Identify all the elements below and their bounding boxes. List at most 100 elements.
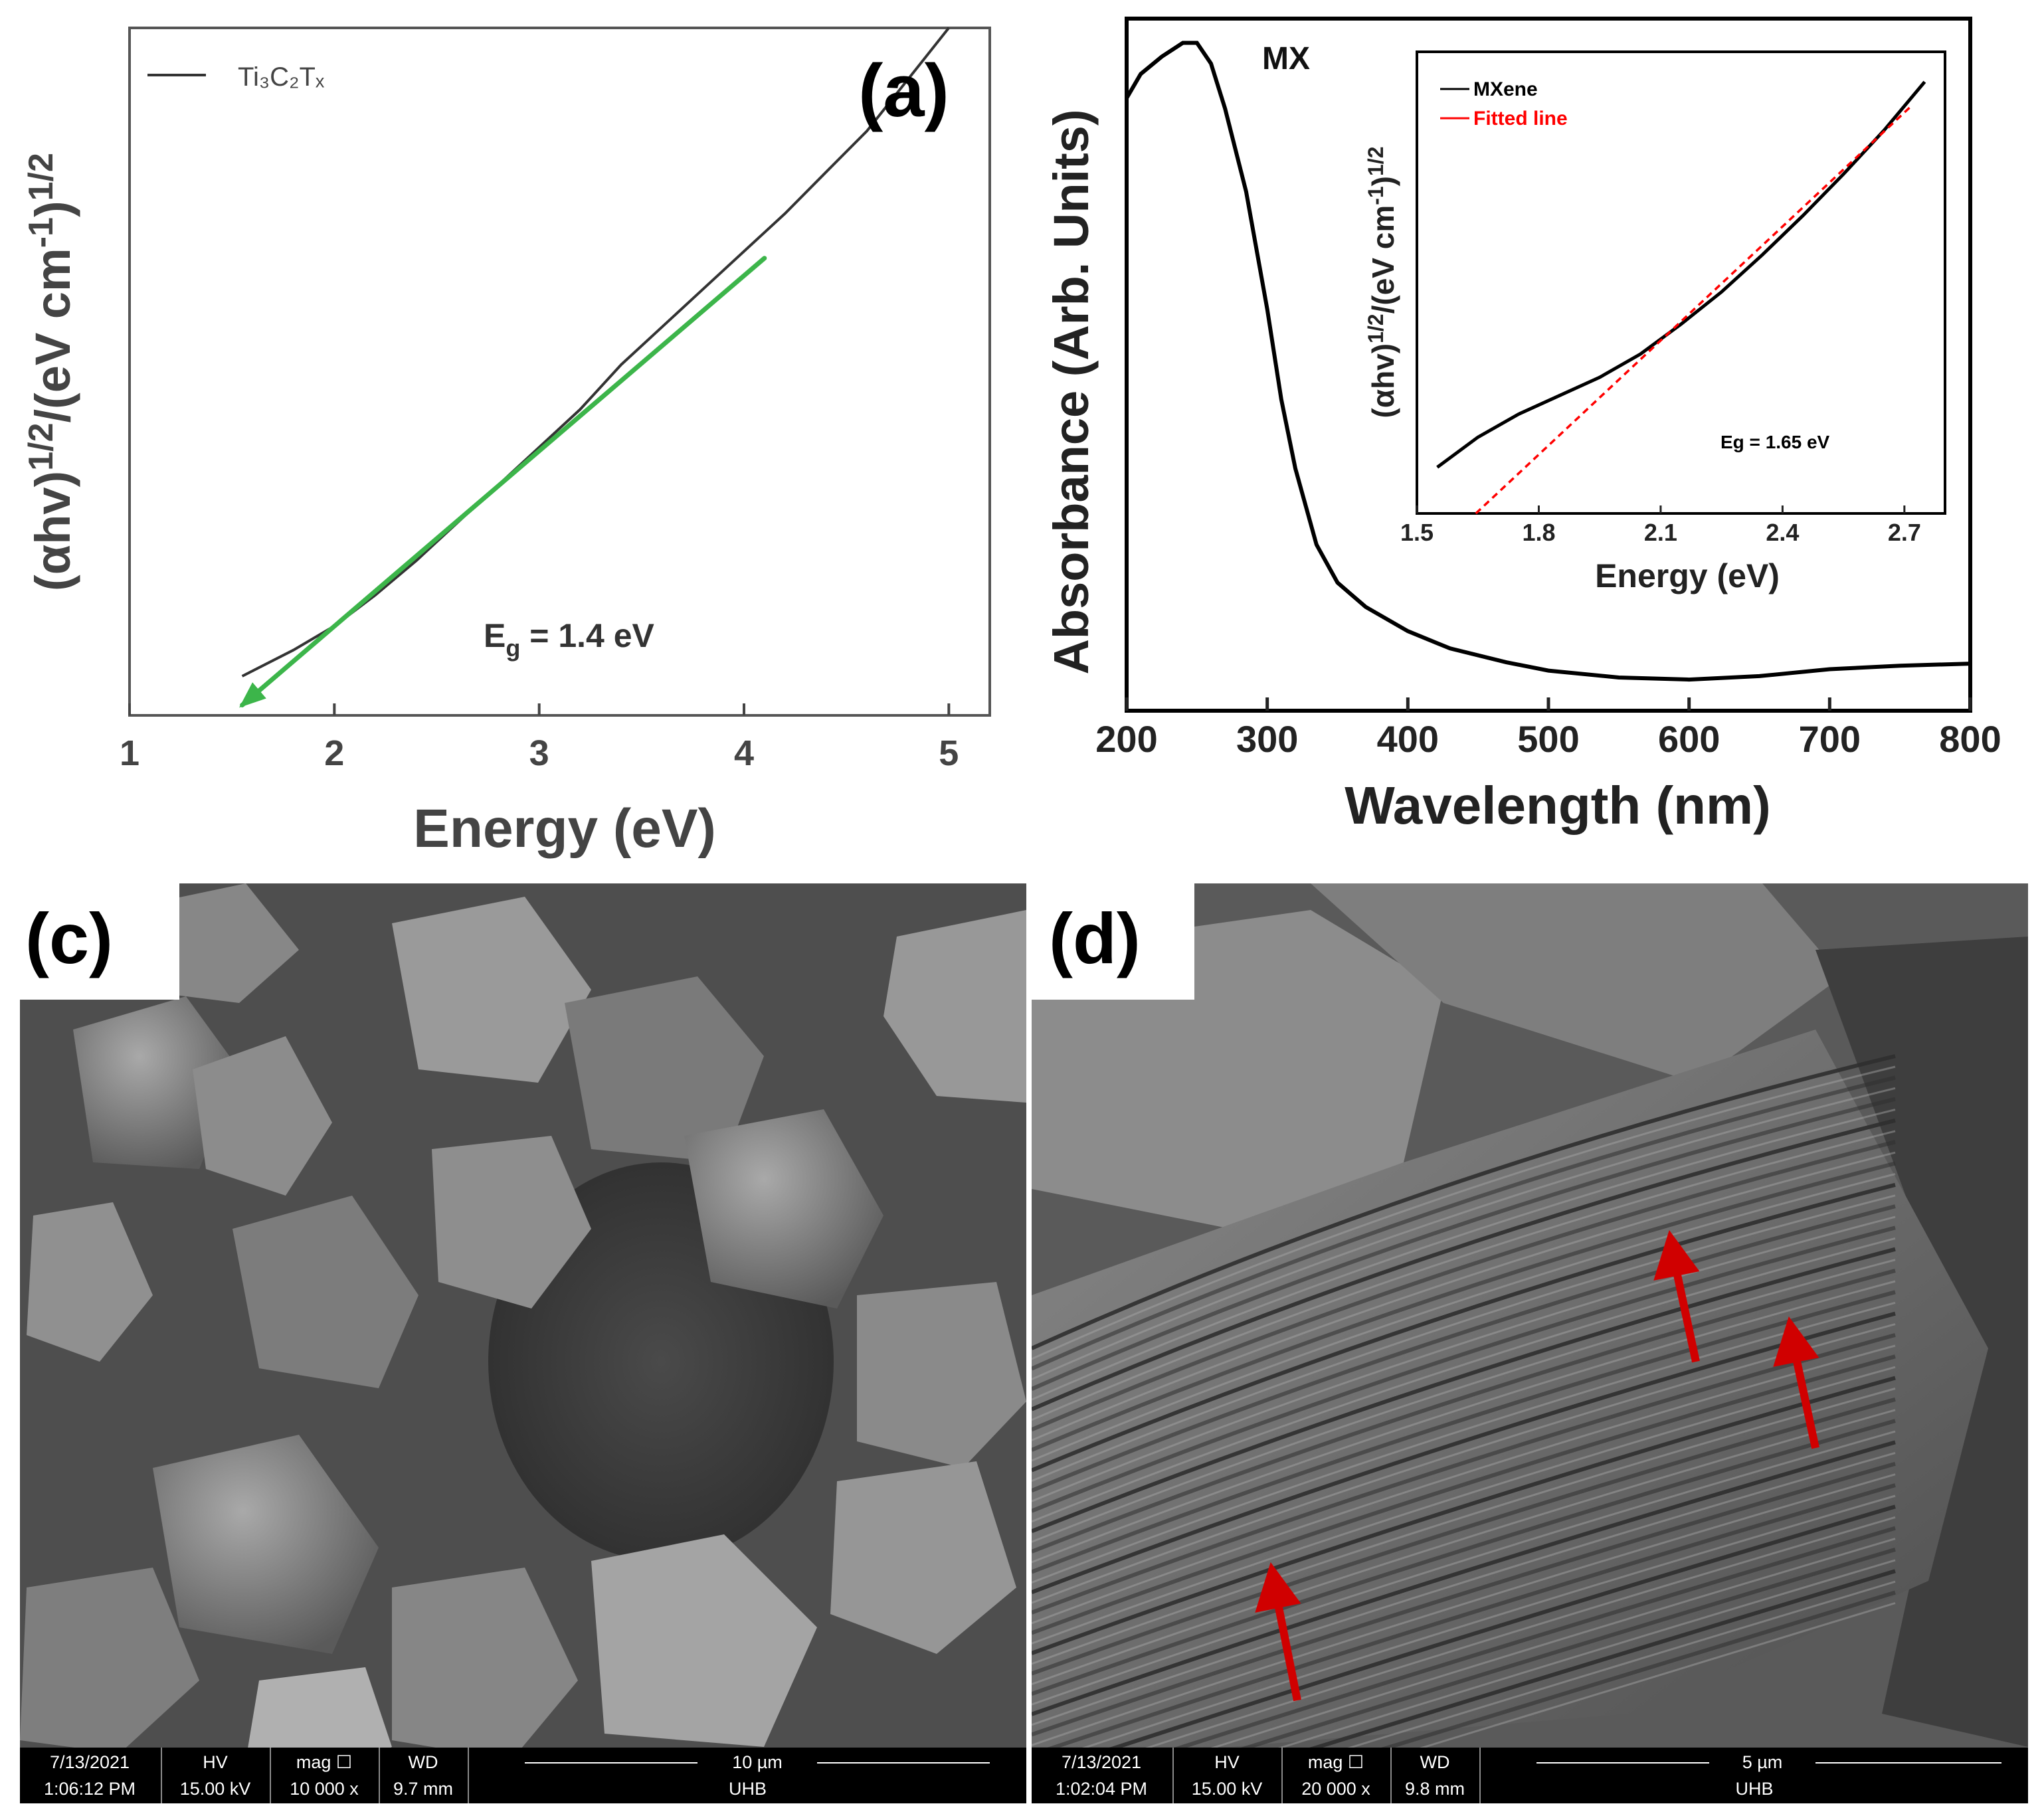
panel-c-date: 7/13/2021 xyxy=(49,1752,130,1772)
panel-d-label: (d) xyxy=(1049,898,1141,978)
panel-b-inset-ylabel-sup1: 1/2 xyxy=(1364,314,1388,343)
panel-a-eg-annotation: Eg = 1.4 eV xyxy=(484,617,655,662)
panel-d-layer-line xyxy=(1032,1483,1896,1757)
panel-a-fit-arrowhead xyxy=(239,682,266,708)
panel-d-arrow xyxy=(1672,1267,1700,1363)
panel-d-layer-line xyxy=(1032,1182,1896,1473)
panel-a-eg-rest: = 1.4 eV xyxy=(520,617,654,654)
panel-a-x-ticks: 1 2 3 4 5 xyxy=(120,703,959,773)
panel-a-label: (a) xyxy=(858,49,949,132)
panel-d-hv-label: HV xyxy=(1214,1752,1240,1772)
panel-b-inset-fitted-line xyxy=(1475,104,1914,515)
panel-a-ylabel-sup2: -1 xyxy=(22,217,60,248)
panel-d-databar: 7/13/2021 1:02:04 PM HV 15.00 kV mag ☐ 2… xyxy=(1032,1748,2028,1803)
panel-b-x-axis-label: Wavelength (nm) xyxy=(1345,776,1770,835)
panel-c-particle xyxy=(193,1036,332,1196)
panel-c-particle xyxy=(432,1136,591,1309)
panel-b-inset-x-tick-label: 2.4 xyxy=(1766,519,1799,546)
panel-d-layer-highlight xyxy=(1032,1323,1896,1604)
panel-d-arrow xyxy=(1792,1354,1819,1449)
panel-d-layer-line xyxy=(1032,1376,1896,1655)
panel-b-x-tick-label: 300 xyxy=(1236,718,1298,760)
panel-d-date: 7/13/2021 xyxy=(1061,1752,1142,1772)
panel-d-hv: 15.00 kV xyxy=(1191,1779,1263,1799)
panel-c-hv: 15.00 kV xyxy=(179,1779,251,1799)
panel-d-layer-highlight xyxy=(1032,1109,1896,1401)
panel-c-particle xyxy=(20,1568,199,1754)
panel-a-plot-frame xyxy=(128,27,991,717)
panel-b-inset-ylabel-main: (αhv) xyxy=(1366,343,1400,418)
panel-d-scale-text: 5 µm xyxy=(1709,1749,1815,1775)
panel-b-inset-x-tick-label: 1.8 xyxy=(1522,519,1555,546)
panel-d-arrows xyxy=(1255,1229,1819,1702)
panel-d-layer-line xyxy=(1032,1354,1896,1635)
panel-d-layer-line xyxy=(1032,1440,1896,1716)
panel-c-particle xyxy=(392,1568,578,1760)
panel-d-layer-line xyxy=(1032,1097,1896,1391)
panel-b-x-tick-label: 600 xyxy=(1658,718,1720,760)
panel-d-sep xyxy=(1281,1748,1283,1803)
panel-d-layer-highlight xyxy=(1235,1602,1896,1803)
panel-d-arrow-head xyxy=(1653,1229,1700,1281)
panel-b-inset-x-ticks: 1.5 1.8 2.1 2.4 2.7 xyxy=(1400,505,1921,546)
panel-d-layer-highlight xyxy=(1032,1495,1896,1767)
panel-d-layer-line xyxy=(1032,1054,1896,1350)
panel-d-layer-line xyxy=(1032,1269,1896,1554)
panel-c-particle xyxy=(153,1435,379,1654)
panel-b-inset-frame xyxy=(1416,50,1946,515)
panel-a-ylabel-main: (αhv) xyxy=(25,471,80,591)
panel-c-label: (c) xyxy=(25,898,113,978)
panel-d-layer-line xyxy=(1032,1204,1896,1493)
panel-b-x-tick-label: 800 xyxy=(1939,718,2001,760)
panel-c-particle xyxy=(565,976,764,1162)
panel-b-y-axis-label: Absorbance (Arb. Units) xyxy=(1044,109,1099,674)
panel-b-inset-x-tick-label: 2.7 xyxy=(1888,519,1921,546)
panel-c-mag: 10 000 x xyxy=(290,1779,359,1799)
panel-d-layer-highlight xyxy=(1032,1173,1896,1462)
panel-a-x-tick-label: 2 xyxy=(324,733,344,773)
panel-d-layer-highlight xyxy=(1032,1301,1896,1584)
panel-d-label-box xyxy=(1032,883,1194,1000)
panel-d-layer-highlight xyxy=(1032,1087,1896,1380)
panel-b-inset-x-tick-label: 1.5 xyxy=(1400,519,1434,546)
panel-a-ylabel-sup3: 1/2 xyxy=(22,153,60,201)
panel-c-sep xyxy=(270,1748,271,1803)
panel-c-particle xyxy=(830,1461,1016,1654)
panel-a-x-tick-label: 3 xyxy=(529,733,549,773)
panel-d-layer-highlight xyxy=(1032,1194,1896,1482)
panel-d-mag-label: mag ☐ xyxy=(1307,1752,1364,1772)
panel-b-inset-ylabel-sup3: 1/2 xyxy=(1364,147,1388,176)
panel-b-x-tick-label: 500 xyxy=(1517,718,1579,760)
panel-d-layer-line xyxy=(1032,1504,1896,1777)
panel-d-layer-lines xyxy=(1032,1054,1896,1803)
panel-d-sep xyxy=(1479,1748,1481,1803)
panel-c-scale-text: 10 µm xyxy=(697,1749,817,1775)
panel-d-layer-highlight xyxy=(1032,1473,1896,1746)
panel-d-layer-line xyxy=(1032,1461,1896,1737)
panel-c-particle xyxy=(684,1109,883,1309)
panel-b-inset-x-tick-label: 2.1 xyxy=(1644,519,1677,546)
panel-d-layer-line xyxy=(1032,1140,1896,1432)
panel-c-particle xyxy=(27,1202,153,1362)
panel-d-facility: UHB xyxy=(1735,1779,1774,1799)
panel-b-x-tick-label: 200 xyxy=(1095,718,1157,760)
panel-b-x-ticks: 200 300 400 500 600 700 800 xyxy=(1095,697,2001,760)
panel-d-layer-highlight xyxy=(1032,1344,1896,1625)
panel-d-layer-highlight xyxy=(1032,1130,1896,1421)
panel-a-ylabel-end: ) xyxy=(25,201,80,217)
panel-a-x-tick-label: 5 xyxy=(939,733,959,773)
panel-b-inset-mxene-line xyxy=(1436,80,1926,469)
panel-c-particle xyxy=(73,996,239,1169)
panel-c-label-box xyxy=(20,883,179,1000)
panel-d-layer-highlight xyxy=(1032,1216,1896,1502)
panel-a-eg-e: E xyxy=(484,617,506,654)
panel-d-arrow xyxy=(1273,1599,1301,1702)
panel-b-inset-y-axis-label: (αhv)1/2/(eV cm-1)1/2 xyxy=(1364,147,1400,418)
panel-c-time: 1:06:12 PM xyxy=(43,1779,136,1799)
panel-d-layer-highlight xyxy=(1032,1409,1896,1686)
panel-c-databar: 7/13/2021 1:06:12 PM HV 15.00 kV mag ☐ 1… xyxy=(20,1748,1026,1803)
panel-a-ylabel-mid: /(eV cm xyxy=(25,248,80,422)
panel-d-layer-line xyxy=(1032,1118,1896,1411)
